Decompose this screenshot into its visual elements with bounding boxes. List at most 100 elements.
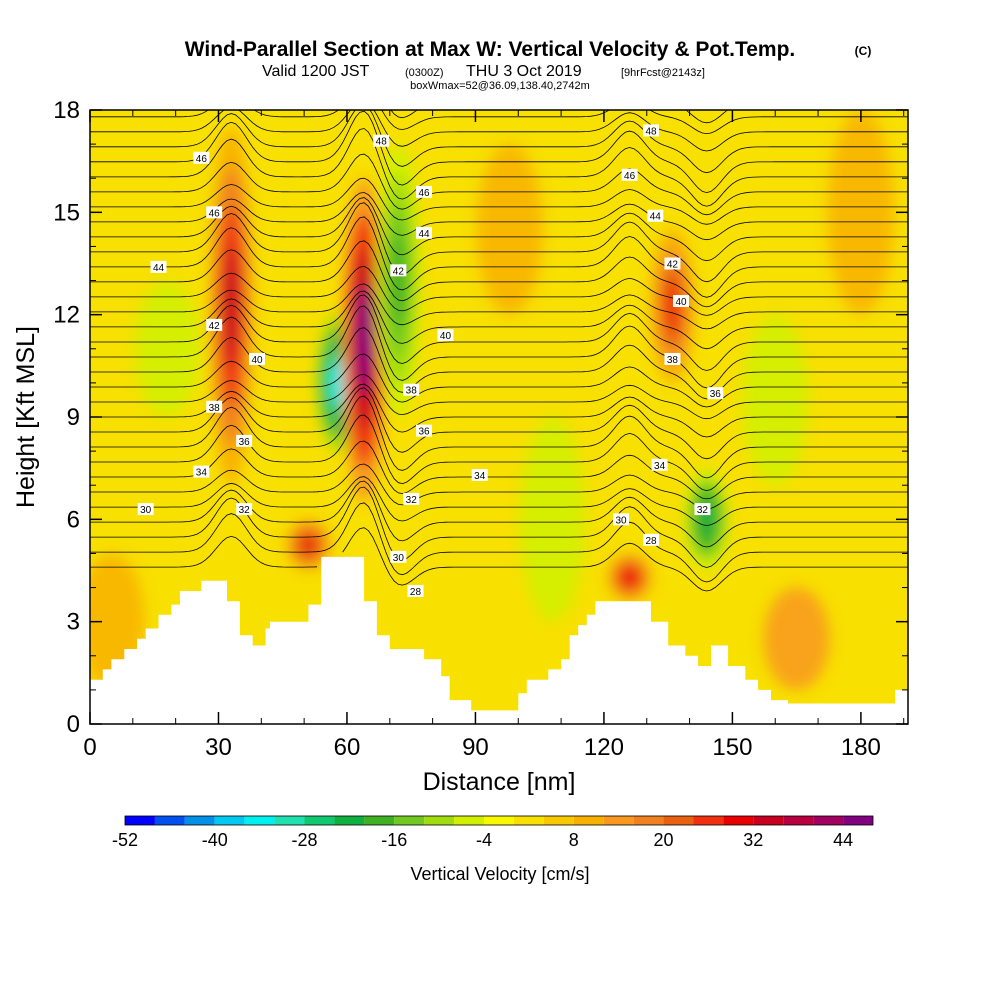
- colorbar-swatch: [603, 816, 634, 825]
- x-tick-label: 30: [205, 734, 232, 761]
- theta-label-text: 46: [196, 154, 208, 165]
- theta-label: 42: [664, 257, 681, 271]
- theta-label-text: 42: [393, 266, 405, 277]
- theta-label-box: [471, 468, 488, 481]
- theta-contour: [90, 202, 908, 283]
- theta-label: 40: [437, 329, 454, 342]
- theta-label: 32: [694, 503, 711, 516]
- theta-label: 42: [390, 264, 407, 277]
- theta-label: 28: [643, 533, 660, 547]
- subtitle-valid: Valid 1200 JST: [262, 63, 370, 80]
- colorbar-swatch: [843, 816, 873, 825]
- velocity-filler: [827, 110, 894, 315]
- potential-temperature-labels: 46 46 44 42 40 38 36 34 30 32 48 46 44 42 40 38 36 34 32 30…: [137, 124, 724, 598]
- theta-contour: [90, 383, 908, 438]
- theta-label-text: 38: [667, 355, 679, 366]
- theta-label: 34: [471, 468, 488, 482]
- theta-contour: [90, 373, 908, 420]
- theta-label-text: 32: [406, 495, 418, 506]
- theta-label-box: [673, 295, 690, 308]
- theta-contour: [90, 476, 908, 526]
- colorbar-swatch: [783, 816, 814, 825]
- theta-label: 30: [613, 513, 630, 526]
- colorbar-frame: [124, 815, 874, 826]
- colorbar-swatch: [424, 816, 455, 825]
- theta-label: 38: [206, 400, 223, 414]
- theta-contour: [90, 110, 908, 135]
- velocity-core: [356, 285, 372, 396]
- colorbar: -52 -40 -28 -16 -4 8 20 32 44: [112, 815, 874, 850]
- theta-label: 46: [206, 206, 223, 219]
- theta-label-text: 46: [418, 188, 430, 199]
- theta-contour: [90, 128, 908, 207]
- theta-label-box: [193, 151, 210, 164]
- theta-label-text: 30: [393, 553, 405, 564]
- theta-contour: [90, 440, 908, 500]
- y-axis-label: Height [Kft MSL]: [12, 326, 40, 508]
- theta-label: 44: [416, 226, 433, 240]
- theta-contour: [90, 414, 908, 492]
- theta-contour: [90, 192, 908, 241]
- theta-label-box: [621, 168, 638, 181]
- theta-label: 38: [403, 383, 420, 397]
- copyright-mark: (C): [855, 44, 872, 58]
- theta-label: 40: [249, 353, 266, 366]
- theta-label-text: 38: [209, 403, 221, 414]
- velocity-core: [300, 536, 316, 554]
- velocity-core: [664, 280, 680, 333]
- theta-label-text: 30: [140, 505, 152, 516]
- theta-label-text: 32: [239, 505, 251, 516]
- y-tick-label: 0: [67, 711, 80, 738]
- theta-contour: [90, 486, 908, 568]
- theta-label: 28: [407, 584, 424, 598]
- theta-label-box: [206, 400, 223, 413]
- theta-label-text: 32: [697, 505, 709, 516]
- theta-label-box: [664, 257, 681, 270]
- y-tick-label: 6: [67, 506, 80, 533]
- theta-label-text: 38: [406, 386, 418, 397]
- theta-label-text: 36: [418, 427, 430, 438]
- theta-contour: [90, 110, 908, 174]
- colorbar-swatch: [274, 816, 305, 825]
- theta-contour: [90, 395, 908, 479]
- colorbar-label: Vertical Velocity [cm/s]: [410, 864, 589, 884]
- theta-label: 40: [673, 295, 690, 308]
- theta-label: 32: [236, 503, 253, 516]
- theta-label-text: 28: [645, 536, 657, 547]
- theta-label: 48: [373, 134, 390, 148]
- colorbar-swatch: [244, 816, 275, 825]
- colorbar-tick-label: -28: [292, 830, 318, 850]
- theta-label-box: [403, 383, 420, 396]
- colorbar-swatch: [394, 816, 425, 825]
- chart-subtitle-2: boxWmax=52@36.09,138.40,2742m: [410, 80, 590, 92]
- colorbar-swatch: [693, 816, 724, 825]
- colorbar-tick-label: 44: [833, 830, 853, 850]
- x-tick-label: 180: [841, 734, 881, 761]
- theta-label-text: 36: [239, 437, 251, 448]
- theta-contour: [90, 294, 908, 371]
- theta-label-box: [416, 424, 433, 437]
- theta-label-text: 40: [251, 355, 263, 366]
- theta-label-box: [707, 387, 724, 400]
- theta-label-text: 44: [153, 263, 165, 274]
- colorbar-tick-label: -40: [202, 830, 228, 850]
- colorbar-swatch: [723, 816, 754, 825]
- x-tick-label: 90: [462, 734, 489, 761]
- theta-label: 34: [651, 458, 668, 472]
- y-tick-label: 15: [53, 199, 80, 226]
- colorbar-swatch: [214, 816, 245, 825]
- y-tick-label: 9: [67, 404, 80, 431]
- colorbar-swatch: [543, 816, 574, 825]
- theta-label: 42: [206, 318, 223, 332]
- theta-label: 36: [236, 434, 253, 448]
- colorbar-swatch: [513, 816, 544, 825]
- theta-label-text: 36: [710, 389, 722, 400]
- colorbar-swatch: [573, 816, 604, 825]
- theta-label: 46: [416, 185, 433, 199]
- theta-label: 48: [643, 124, 660, 137]
- velocity-core: [223, 245, 239, 368]
- theta-label: 30: [137, 503, 154, 516]
- theta-label: 30: [390, 550, 407, 564]
- colorbar-tick-label: 20: [654, 830, 674, 850]
